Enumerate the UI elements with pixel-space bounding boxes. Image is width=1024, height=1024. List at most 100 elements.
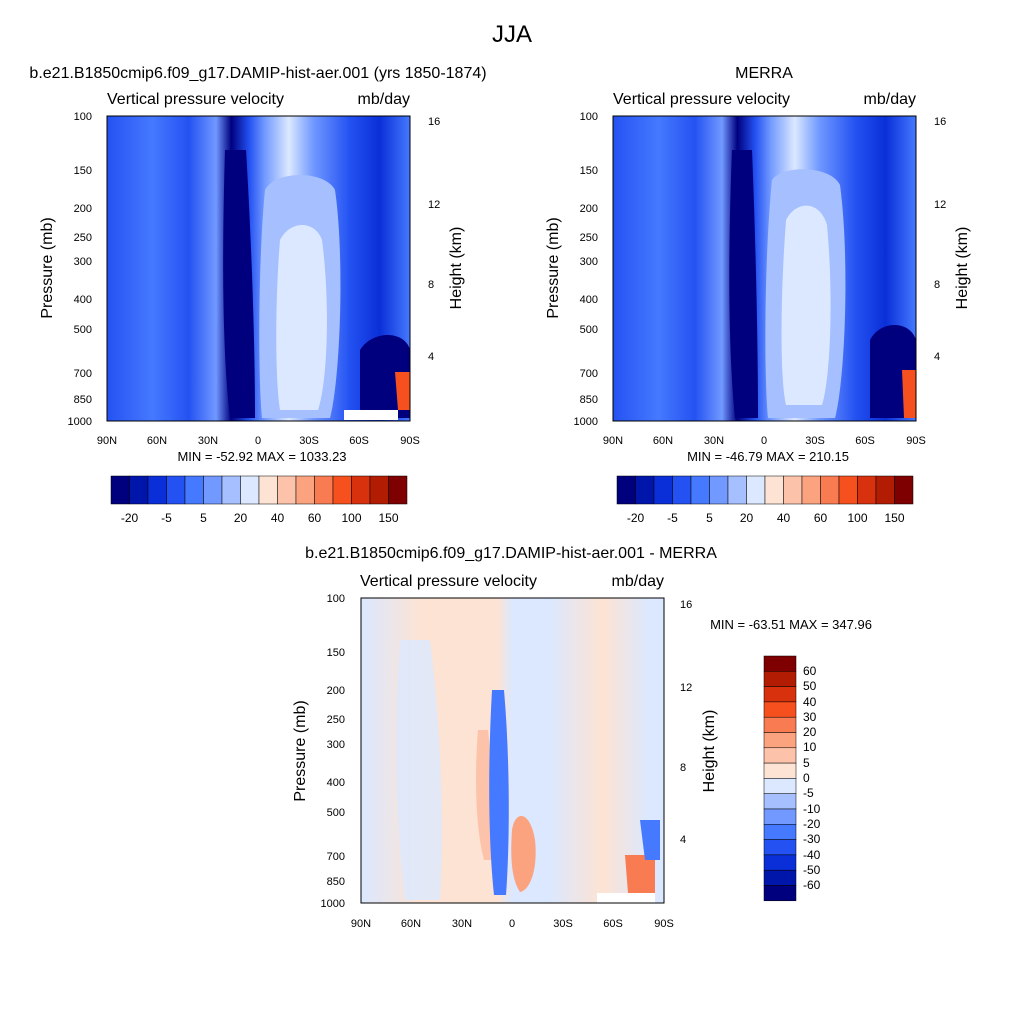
y-tick-label: 100: [580, 111, 598, 123]
height-tick-label: 12: [680, 682, 692, 694]
colorbar-segment: [709, 475, 729, 505]
colorbar-label: 40: [777, 511, 791, 525]
panel-left-subtitle: Vertical pressure velocity: [107, 91, 284, 108]
y-tick-label: 500: [74, 324, 92, 336]
x-tick-label: 0: [255, 435, 261, 447]
height-tick-label: 12: [934, 199, 946, 211]
plot-area: [106, 115, 411, 422]
panel-title: MERRA: [735, 65, 793, 82]
x-tick-label: 90N: [351, 918, 371, 930]
colorbar-segment: [727, 475, 747, 505]
colorbar-segment: [314, 475, 334, 505]
x-tick-label: 60S: [603, 918, 623, 930]
y-tick-label: 500: [327, 807, 345, 819]
colorbar-segment: [763, 732, 797, 749]
panel-right-subtitle: mb/day: [612, 573, 664, 590]
y-tick-label: 400: [327, 777, 345, 789]
y-axis-label: Pressure (mb): [545, 217, 562, 318]
height-tick-label: 4: [934, 351, 940, 363]
height-ticks: 16 12 8 4: [934, 116, 946, 363]
y-tick-label: 200: [580, 203, 598, 215]
panel-left-subtitle: Vertical pressure velocity: [360, 573, 537, 590]
y-tick-label: 850: [74, 394, 92, 406]
height-tick-label: 16: [934, 116, 946, 128]
plot-frame: [106, 115, 411, 422]
colorbar-segment: [110, 475, 130, 505]
y-tick-label: 300: [580, 256, 598, 268]
plot-frame: [612, 115, 917, 422]
min-max-text: MIN = -63.51 MAX = 347.96: [710, 617, 872, 632]
colorbar-segment: [763, 671, 797, 687]
field-positive-band: [476, 730, 493, 860]
colorbar-segment: [295, 475, 315, 505]
colorbar-label: 5: [706, 511, 713, 525]
colorbar-label: -5: [161, 511, 172, 525]
height-tick-label: 8: [428, 279, 434, 291]
colorbar-segment: [763, 885, 797, 902]
y-tick-label: 200: [327, 685, 345, 697]
y-tick-label: 850: [580, 394, 598, 406]
plot-area: [360, 597, 665, 904]
colorbar-segment: [783, 475, 803, 505]
y-tick-label: 400: [74, 294, 92, 306]
colorbar-segment: [857, 475, 877, 505]
x-tick-label: 90S: [400, 435, 420, 447]
colorbar-segment: [763, 854, 797, 871]
colorbar-label: -30: [803, 832, 821, 846]
colorbar-segment: [838, 475, 858, 505]
colorbar-label: 100: [341, 511, 361, 525]
y-tick-label: 300: [74, 256, 92, 268]
colorbar-segment: [351, 475, 371, 505]
colorbar: -20 -5 5 20 40 60 100 150: [616, 475, 914, 525]
field-core-ascent: [223, 150, 255, 418]
y-tick-label: 1000: [68, 416, 92, 428]
panel-merra: MERRA Vertical pressure velocity mb/day …: [545, 65, 971, 525]
y-axis-label-right: Height (km): [701, 710, 718, 793]
field-core-ascent: [729, 150, 758, 418]
x-tick-label: 60N: [147, 435, 167, 447]
field-background: [107, 116, 410, 421]
colorbar-segment: [672, 475, 692, 505]
y-tick-label: 200: [74, 203, 92, 215]
panel-right-subtitle: mb/day: [864, 91, 916, 108]
colorbar-label: 20: [234, 511, 248, 525]
height-tick-label: 16: [680, 599, 692, 611]
colorbar-label: -5: [667, 511, 678, 525]
y-tick-label: 150: [327, 647, 345, 659]
x-tick-label: 30N: [452, 918, 472, 930]
panel-left-subtitle: Vertical pressure velocity: [613, 91, 790, 108]
x-tick-label: 90N: [97, 435, 117, 447]
colorbar-label: 40: [803, 695, 817, 709]
min-max-text: MIN = -46.79 MAX = 210.15: [687, 449, 849, 464]
y-tick-label: 1000: [321, 898, 345, 910]
colorbar-segment: [875, 475, 895, 505]
colorbar-segment: [746, 475, 766, 505]
field-negative-core: [489, 690, 509, 895]
figure-title: JJA: [492, 21, 532, 48]
y-tick-label: 250: [580, 232, 598, 244]
panel-model: b.e21.B1850cmip6.f09_g17.DAMIP-hist-aer.…: [29, 65, 486, 525]
colorbar-label: 5: [803, 756, 810, 770]
colorbar-segment: [203, 475, 223, 505]
colorbar-label: -10: [803, 802, 821, 816]
y-tick-label: 700: [327, 851, 345, 863]
colorbar-segment: [184, 475, 204, 505]
colorbar-label: -5: [803, 786, 814, 800]
colorbar-segment: [369, 475, 389, 505]
colorbar-segment: [763, 747, 797, 764]
colorbar-label: 5: [200, 511, 207, 525]
colorbar-segment: [894, 475, 914, 505]
colorbar-segment: [801, 475, 821, 505]
min-max-text: MIN = -52.92 MAX = 1033.23: [177, 449, 346, 464]
panel-title: b.e21.B1850cmip6.f09_g17.DAMIP-hist-aer.…: [29, 65, 486, 82]
field-negative-band: [396, 640, 442, 900]
y-tick-label: 300: [327, 739, 345, 751]
colorbar-label: 60: [814, 511, 828, 525]
colorbar-segment: [653, 475, 673, 505]
y-tick-label: 500: [580, 324, 598, 336]
colorbar-label: 150: [378, 511, 398, 525]
colorbar-label: -20: [121, 511, 139, 525]
y-tick-label: 850: [327, 876, 345, 888]
colorbar-segment: [332, 475, 352, 505]
height-ticks: 16 12 8 4: [680, 599, 692, 846]
